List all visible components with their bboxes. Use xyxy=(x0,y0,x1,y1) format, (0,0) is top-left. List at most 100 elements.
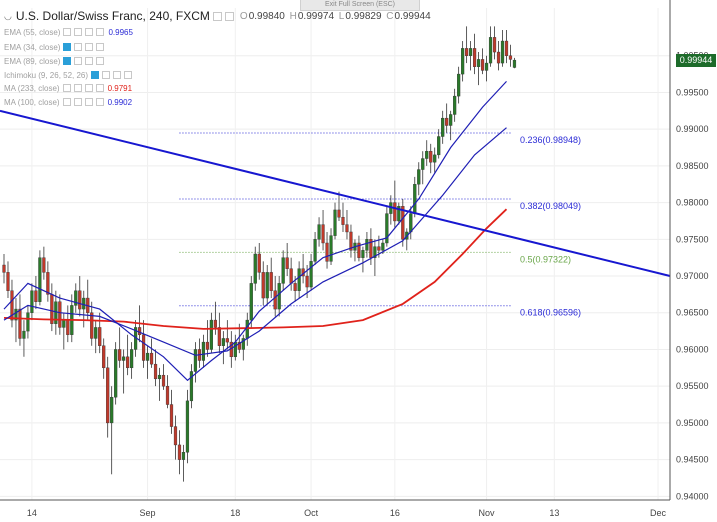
candle xyxy=(512,57,517,69)
candle xyxy=(269,257,273,299)
close-icon[interactable] xyxy=(96,43,105,51)
add-icon[interactable] xyxy=(113,71,122,79)
visibility-icon[interactable] xyxy=(62,98,71,106)
legend-value: 0.9902 xyxy=(107,97,133,107)
candle-body xyxy=(161,374,166,387)
candle xyxy=(365,231,369,258)
settings-icon[interactable] xyxy=(102,71,111,79)
candle xyxy=(469,41,473,71)
legend-row-5[interactable]: MA (100, close) 0.9902 xyxy=(4,96,132,108)
candle xyxy=(476,52,481,86)
candle xyxy=(161,364,166,390)
exit-fullscreen-button[interactable]: Exit Full Screen (ESC) xyxy=(300,0,420,11)
visibility-icon[interactable] xyxy=(63,28,72,36)
candle-body xyxy=(157,374,162,380)
candle xyxy=(261,261,265,306)
legend-row-4[interactable]: MA (233, close) 0.9791 xyxy=(4,82,132,94)
legend-label: MA (233, close) xyxy=(4,83,60,93)
close-icon[interactable] xyxy=(96,57,105,65)
visibility-toggle-icon[interactable] xyxy=(212,11,222,21)
candle xyxy=(2,254,6,284)
candle-body xyxy=(213,319,217,328)
legend-row-3[interactable]: Ichimoku (9, 26, 52, 26) xyxy=(4,69,133,81)
add-icon[interactable] xyxy=(85,57,94,65)
candle xyxy=(50,283,54,332)
candle-body xyxy=(141,334,146,361)
collapse-icon[interactable]: ◡ xyxy=(4,10,12,21)
candle xyxy=(86,279,90,321)
candle xyxy=(321,209,325,251)
visibility-icon[interactable] xyxy=(63,57,72,65)
candle xyxy=(429,143,433,174)
candle-body xyxy=(122,356,126,361)
candle xyxy=(508,44,513,67)
close-icon[interactable] xyxy=(95,84,104,92)
settings-icon[interactable] xyxy=(74,28,83,36)
candle xyxy=(114,342,118,405)
add-icon[interactable] xyxy=(85,43,94,51)
candle-body xyxy=(217,327,221,346)
candle-body xyxy=(205,341,209,350)
visibility-icon[interactable] xyxy=(91,71,100,79)
y-tick-label: 0.95500 xyxy=(676,381,709,391)
add-icon[interactable] xyxy=(84,98,93,106)
candle xyxy=(461,41,465,82)
candle-body xyxy=(126,356,130,369)
candle-body xyxy=(385,213,389,244)
candle xyxy=(492,26,497,60)
y-tick-label: 0.96000 xyxy=(676,344,709,354)
candle-body xyxy=(237,341,241,350)
candle xyxy=(413,176,417,218)
candle-body xyxy=(130,349,134,369)
legend-row-2[interactable]: EMA (89, close) xyxy=(4,55,105,67)
settings-icon[interactable] xyxy=(73,84,82,92)
candle xyxy=(504,30,509,64)
candle xyxy=(209,312,213,354)
close-icon[interactable] xyxy=(95,98,104,106)
candle-body xyxy=(149,352,154,365)
candle xyxy=(453,88,457,122)
candle-body xyxy=(393,202,397,222)
candle xyxy=(500,30,505,67)
indicator-lines xyxy=(3,80,508,382)
candle xyxy=(433,147,437,174)
chart-title: U.S. Dollar/Swiss Franc, 240, FXCM xyxy=(15,9,210,23)
candle xyxy=(6,261,10,299)
candle-body xyxy=(189,371,194,402)
candle xyxy=(14,298,18,343)
candle-body xyxy=(297,268,301,291)
candle-body xyxy=(137,327,142,335)
candle-body xyxy=(341,217,345,225)
settings-icon[interactable] xyxy=(224,11,234,21)
visibility-icon[interactable] xyxy=(62,84,71,92)
candle-body xyxy=(185,400,190,453)
close-icon[interactable] xyxy=(124,71,133,79)
candle xyxy=(441,110,445,144)
candle xyxy=(397,202,401,225)
settings-icon[interactable] xyxy=(74,57,83,65)
candle-body xyxy=(512,59,517,68)
add-icon[interactable] xyxy=(85,28,94,36)
settings-icon[interactable] xyxy=(74,43,83,51)
y-tick-label: 0.99500 xyxy=(676,87,709,97)
visibility-icon[interactable] xyxy=(63,43,72,51)
legend-row-0[interactable]: EMA (55, close) 0.9965 xyxy=(4,26,133,38)
x-tick-label: Sep xyxy=(140,508,156,518)
candle-body xyxy=(345,224,349,233)
legend-row-1[interactable]: EMA (34, close) xyxy=(4,41,105,53)
candle-body xyxy=(500,40,505,64)
candle xyxy=(233,334,237,361)
y-tick-label: 0.98000 xyxy=(676,198,709,208)
settings-icon[interactable] xyxy=(73,98,82,106)
add-icon[interactable] xyxy=(84,84,93,92)
candle-body xyxy=(413,184,417,214)
close-icon[interactable] xyxy=(96,28,105,36)
candle-body xyxy=(6,272,10,291)
legend-label: MA (100, close) xyxy=(4,97,60,107)
candle xyxy=(257,242,261,280)
ohlc-readout: O0.99840 H0.99974 L0.99829 C0.99944 xyxy=(239,10,431,22)
candle xyxy=(185,389,190,464)
candle-body xyxy=(2,264,6,273)
resistance-trendline xyxy=(0,109,671,278)
